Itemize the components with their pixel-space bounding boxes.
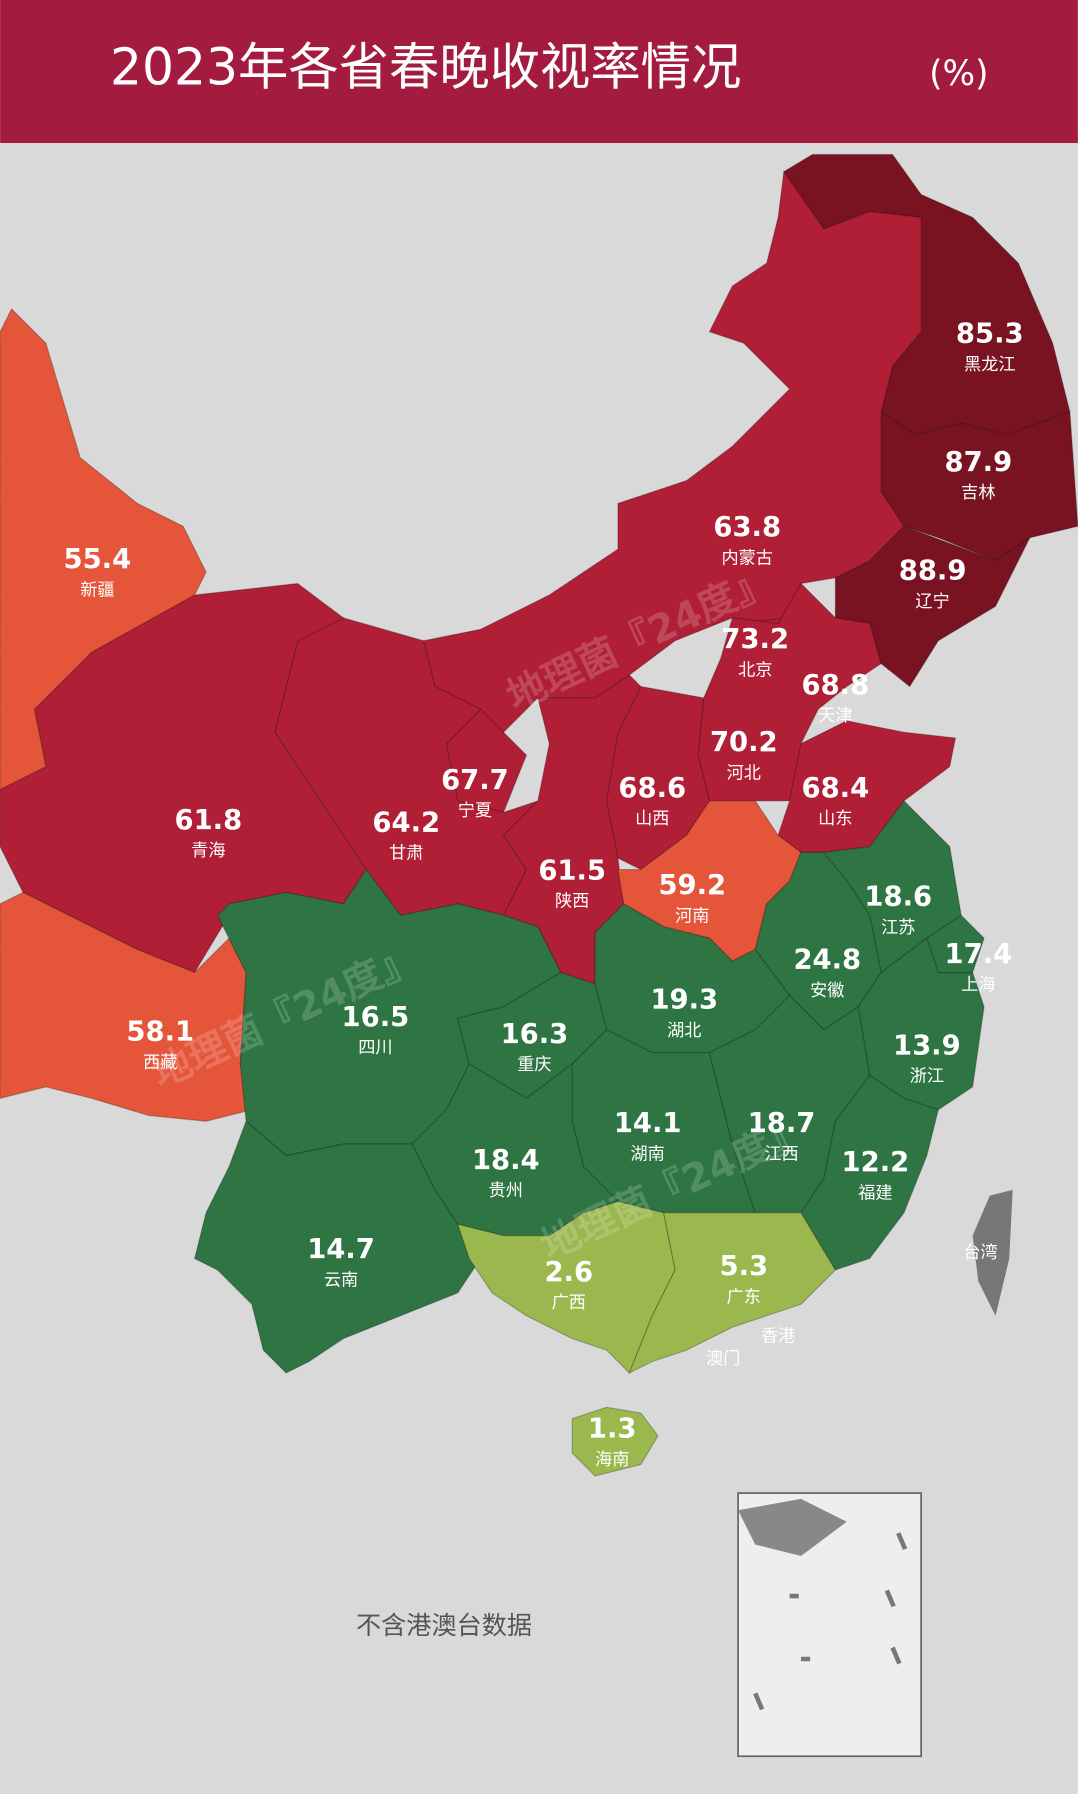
- region-value: 68.4: [801, 773, 869, 804]
- region-name: 重庆: [517, 1055, 551, 1075]
- title-bar: [0, 0, 1078, 144]
- region-value: 5.3: [719, 1251, 768, 1282]
- region-name: 云南: [324, 1270, 358, 1290]
- region: [628, 1212, 837, 1375]
- region-name: 广东: [727, 1287, 761, 1307]
- region-value: 12.2: [842, 1147, 910, 1178]
- region-value: 87.9: [944, 447, 1012, 478]
- taiwan-label: 台湾: [963, 1243, 997, 1263]
- region-value: 14.1: [614, 1108, 682, 1139]
- region-value: 88.9: [899, 556, 967, 587]
- region-name: 内蒙古: [721, 548, 772, 568]
- region-value: 61.5: [538, 855, 606, 886]
- region-name: 北京: [738, 660, 772, 680]
- labels: 85.3 黑龙江 87.9 吉林 88.9 辽宁 63.8 内蒙古 73.2 北京 68.8 天津 70…: [64, 319, 1024, 1470]
- region-name: 宁夏: [458, 801, 492, 821]
- region-value: 18.6: [864, 882, 932, 913]
- region-value: 24.8: [793, 945, 861, 976]
- region-name: 贵州: [489, 1181, 523, 1201]
- taiwan-shape: [972, 1189, 1013, 1316]
- region-value: 55.4: [64, 544, 132, 575]
- region-value: 1.3: [588, 1414, 637, 1445]
- inset-land: [738, 1498, 847, 1557]
- region-value: 73.2: [721, 624, 789, 655]
- title: 2023年各省春晚收视率情况: [110, 37, 741, 96]
- note: 不含港澳台数据: [356, 1611, 532, 1640]
- region-name: 甘肃: [389, 844, 423, 864]
- region-value: 59.2: [658, 870, 726, 901]
- region-name: 河北: [727, 763, 761, 783]
- region-value: 68.8: [801, 670, 869, 701]
- region-value: 18.7: [748, 1108, 816, 1139]
- region-name: 西藏: [143, 1053, 177, 1073]
- region-value: 68.6: [618, 773, 686, 804]
- region-name: 黑龙江: [964, 355, 1015, 375]
- region: [0, 307, 207, 791]
- region: [857, 937, 985, 1111]
- region-name: 湖南: [631, 1144, 665, 1164]
- region-name: 辽宁: [915, 592, 949, 612]
- region-value: 19.3: [650, 985, 718, 1016]
- region-name: 安徽: [810, 981, 844, 1001]
- region-name: 福建: [858, 1183, 892, 1203]
- region-value: 64.2: [372, 807, 440, 838]
- region-value: 14.7: [307, 1234, 375, 1265]
- region: [754, 851, 882, 1031]
- region-value: 17.4: [944, 939, 1012, 970]
- region-name: 山东: [818, 809, 852, 829]
- region-value: 85.3: [956, 319, 1024, 350]
- region-name: 四川: [358, 1038, 392, 1058]
- region-name: 浙江: [910, 1067, 944, 1087]
- region-name: 吉林: [961, 483, 995, 503]
- region-value: 61.8: [174, 805, 242, 836]
- hongkong-label: 香港: [761, 1326, 795, 1346]
- region-name: 河南: [675, 906, 709, 926]
- region-value: 16.5: [342, 1002, 410, 1033]
- region-name: 湖北: [667, 1021, 701, 1041]
- macau-label: 澳门: [706, 1349, 740, 1369]
- unit: (%): [929, 54, 988, 94]
- region: [193, 1120, 482, 1374]
- region-name: 上海: [961, 975, 995, 995]
- region-value: 16.3: [501, 1019, 569, 1050]
- region-value: 58.1: [126, 1017, 194, 1048]
- inset-dashes: [753, 1532, 908, 1711]
- region-name: 新疆: [80, 580, 114, 600]
- region-value: 18.4: [472, 1145, 540, 1176]
- region-value: 13.9: [893, 1030, 961, 1061]
- region: [571, 1406, 659, 1477]
- region-name: 陕西: [555, 892, 589, 912]
- region-name: 山西: [635, 809, 669, 829]
- region-value: 70.2: [710, 727, 778, 758]
- region-name: 青海: [191, 841, 225, 861]
- region: [880, 410, 1078, 562]
- region-value: 67.7: [441, 765, 509, 796]
- region-name: 天津: [818, 706, 852, 726]
- inset: [737, 1492, 922, 1758]
- region: [800, 1074, 939, 1271]
- region-name: 广西: [552, 1293, 586, 1313]
- region-name: 江西: [764, 1144, 798, 1164]
- region: [777, 720, 957, 853]
- region-value: 2.6: [544, 1257, 593, 1288]
- regions: [0, 153, 1078, 1477]
- region-value: 63.8: [713, 512, 781, 543]
- region: [411, 1062, 620, 1237]
- region-name: 海南: [595, 1450, 629, 1470]
- region-name: 江苏: [881, 918, 915, 938]
